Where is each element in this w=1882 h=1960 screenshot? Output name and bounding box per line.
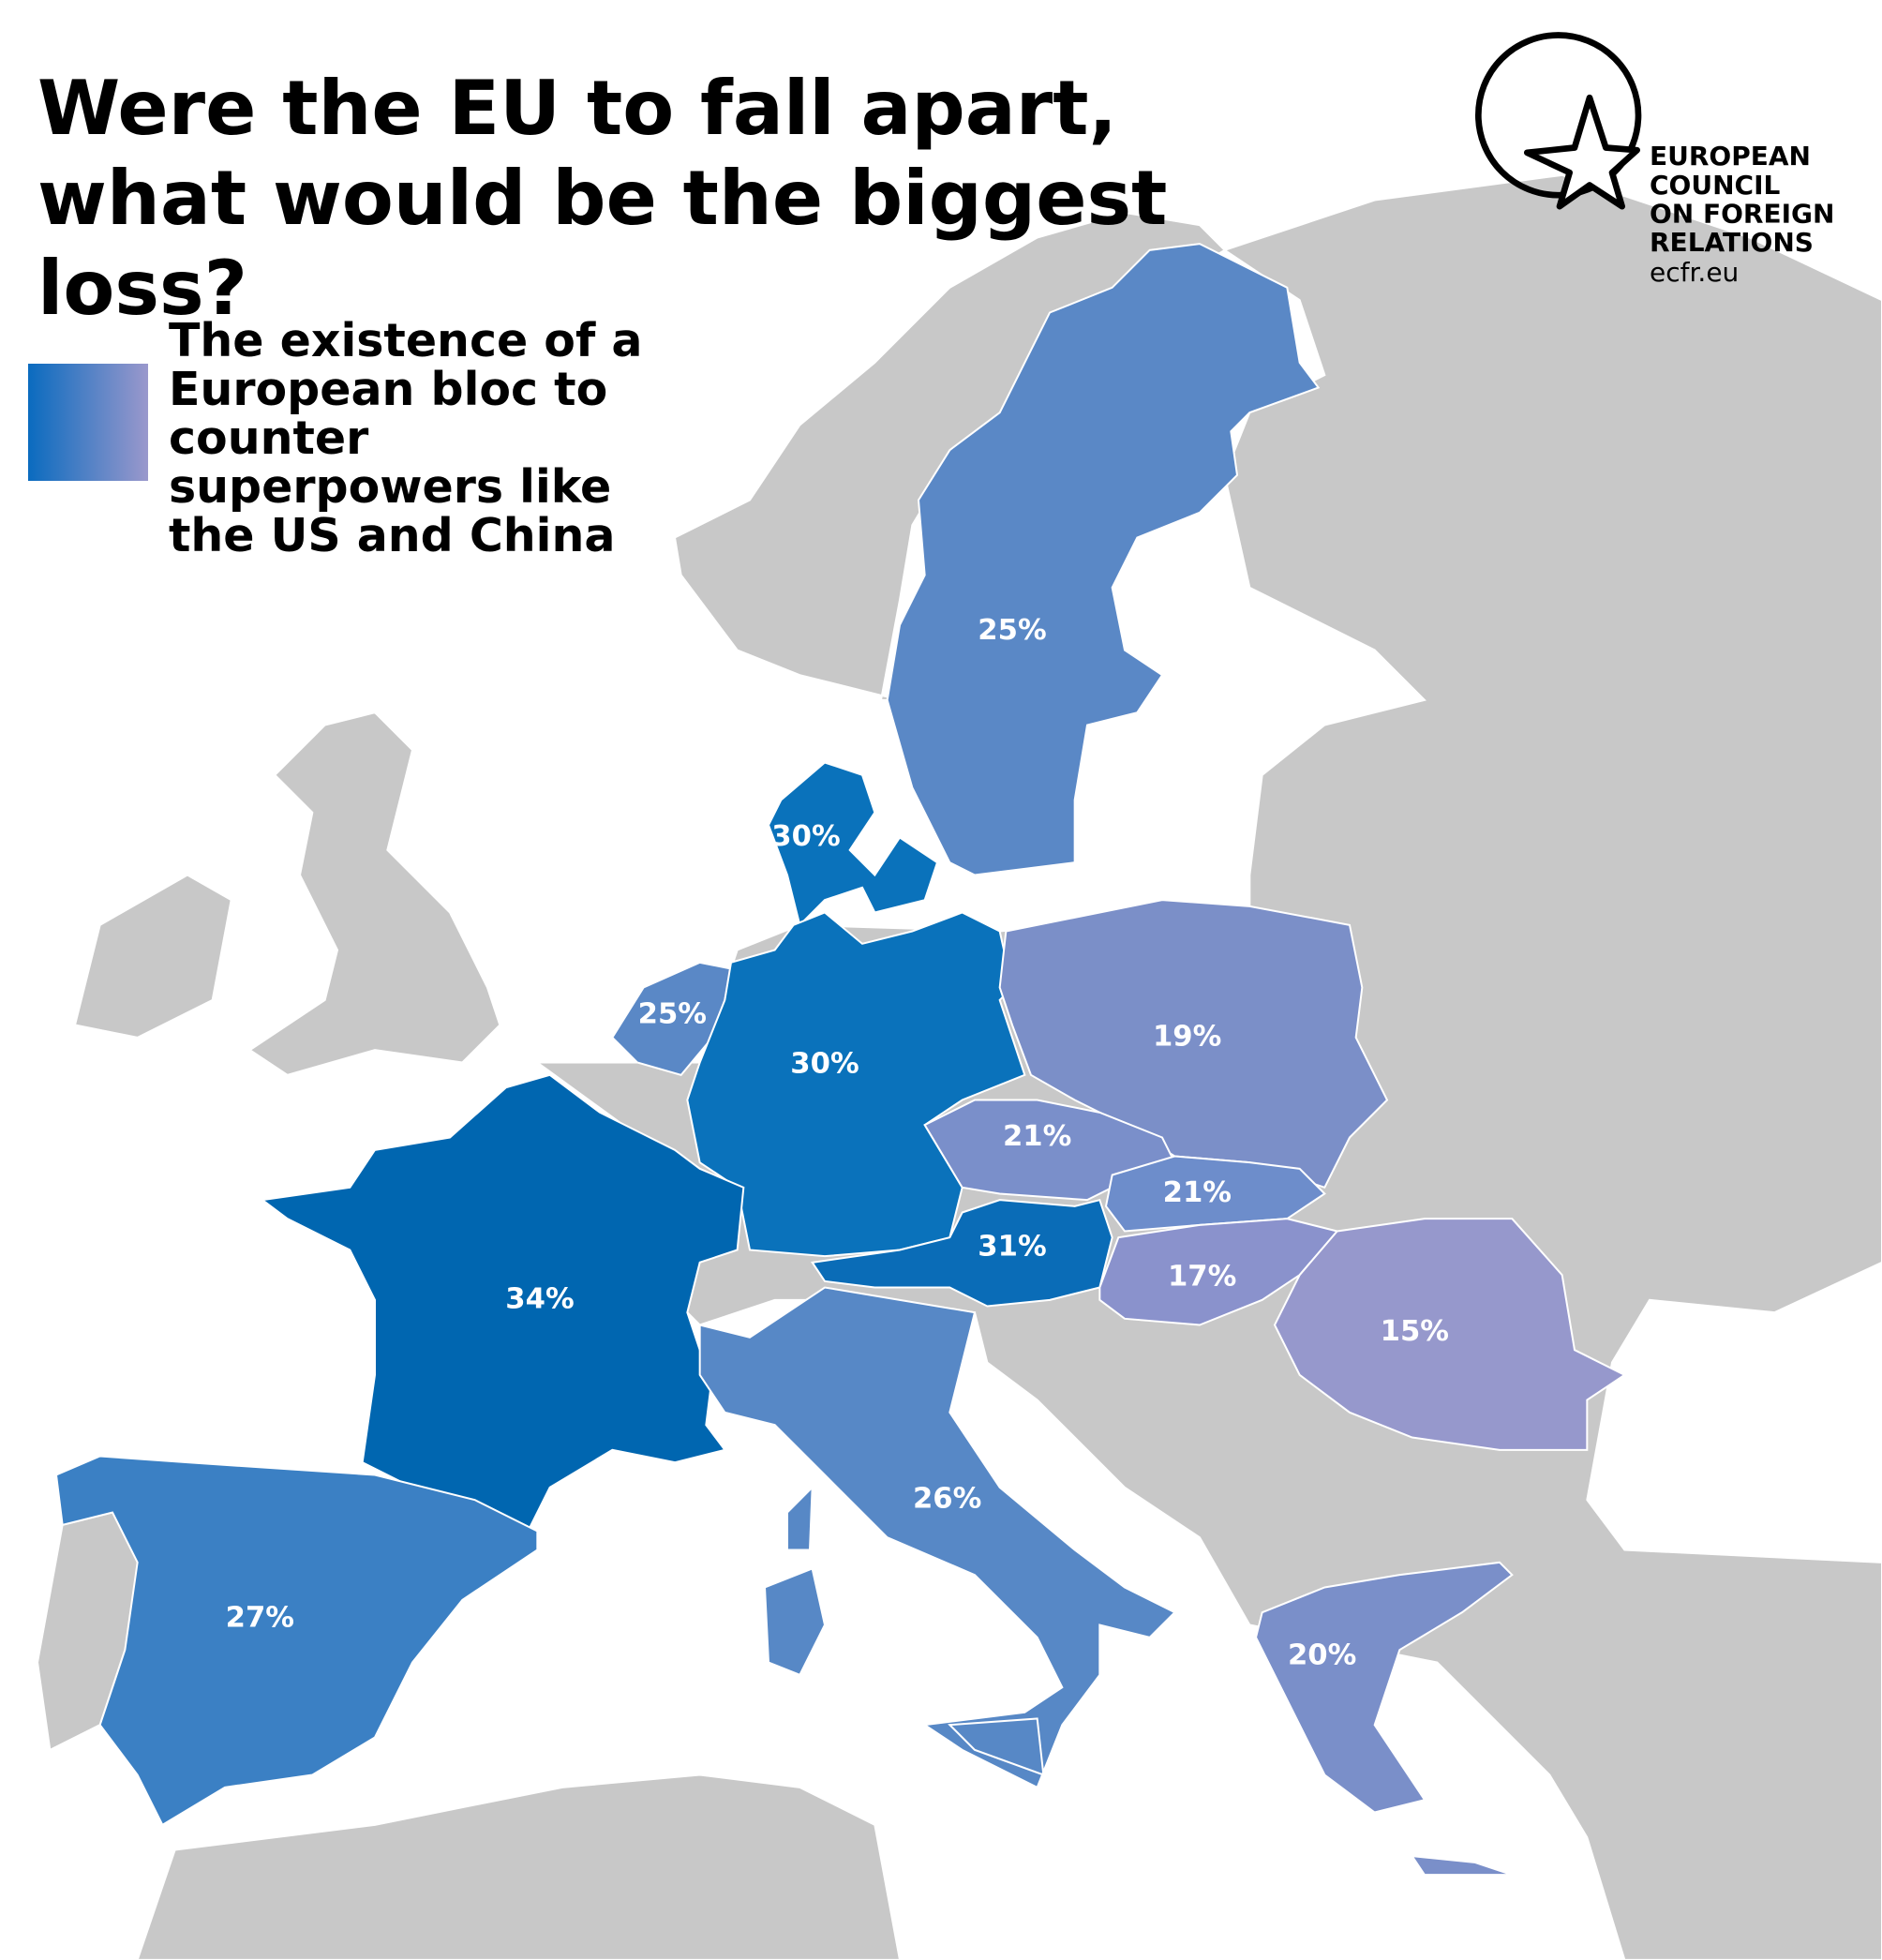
region (260, 1073, 745, 1539)
region (1273, 1218, 1627, 1451)
logo-line: ON FOREIGN (1650, 199, 1834, 230)
value-label: 21% (1003, 1120, 1071, 1153)
legend-label: The existence of a European bloc to coun… (169, 314, 643, 562)
title: Were the EU to fall apart, what would be… (37, 65, 1168, 332)
value-label: 30% (790, 1048, 859, 1081)
value-label: 34% (505, 1282, 574, 1315)
logo-line: COUNCIL (1650, 170, 1780, 201)
value-label: 26% (913, 1483, 981, 1516)
labels: 25% 30% 25% 30% 19% 21% 21% 31% 17% 15% 34% 26% 27% 2… (226, 614, 1449, 1671)
value-label: 27% (226, 1601, 294, 1634)
baltic-sea (949, 675, 1375, 932)
value-label: 25% (638, 997, 707, 1030)
region (686, 911, 1026, 1258)
value-label: 25% (978, 614, 1046, 647)
region (810, 1198, 1113, 1308)
region (886, 243, 1321, 876)
logo-star (1524, 94, 1640, 210)
logo-line: EUROPEAN (1650, 141, 1811, 172)
region (1254, 1561, 1514, 1877)
value-label: 31% (978, 1230, 1046, 1263)
region (54, 1455, 539, 1827)
ireland (73, 874, 232, 1039)
value-label: 30% (771, 820, 840, 853)
value-label: 21% (1163, 1176, 1232, 1209)
logo: EUROPEAN COUNCIL ON FOREIGN RELATIONS ec… (1474, 32, 1834, 288)
regions (54, 243, 1627, 1877)
region (998, 899, 1389, 1189)
logo-url: ecfr.eu (1650, 257, 1739, 288)
region (767, 761, 939, 927)
region (1104, 1155, 1326, 1233)
value-label: 20% (1288, 1638, 1356, 1671)
legend-swatch (28, 364, 148, 481)
region (698, 1286, 1177, 1789)
value-label: 15% (1381, 1315, 1449, 1348)
britain (247, 711, 501, 1076)
north-africa (136, 1773, 902, 1960)
logo-ring (1474, 32, 1642, 199)
value-label: 19% (1153, 1020, 1221, 1053)
value-label: 17% (1168, 1260, 1236, 1293)
logo-line: RELATIONS (1650, 227, 1814, 258)
